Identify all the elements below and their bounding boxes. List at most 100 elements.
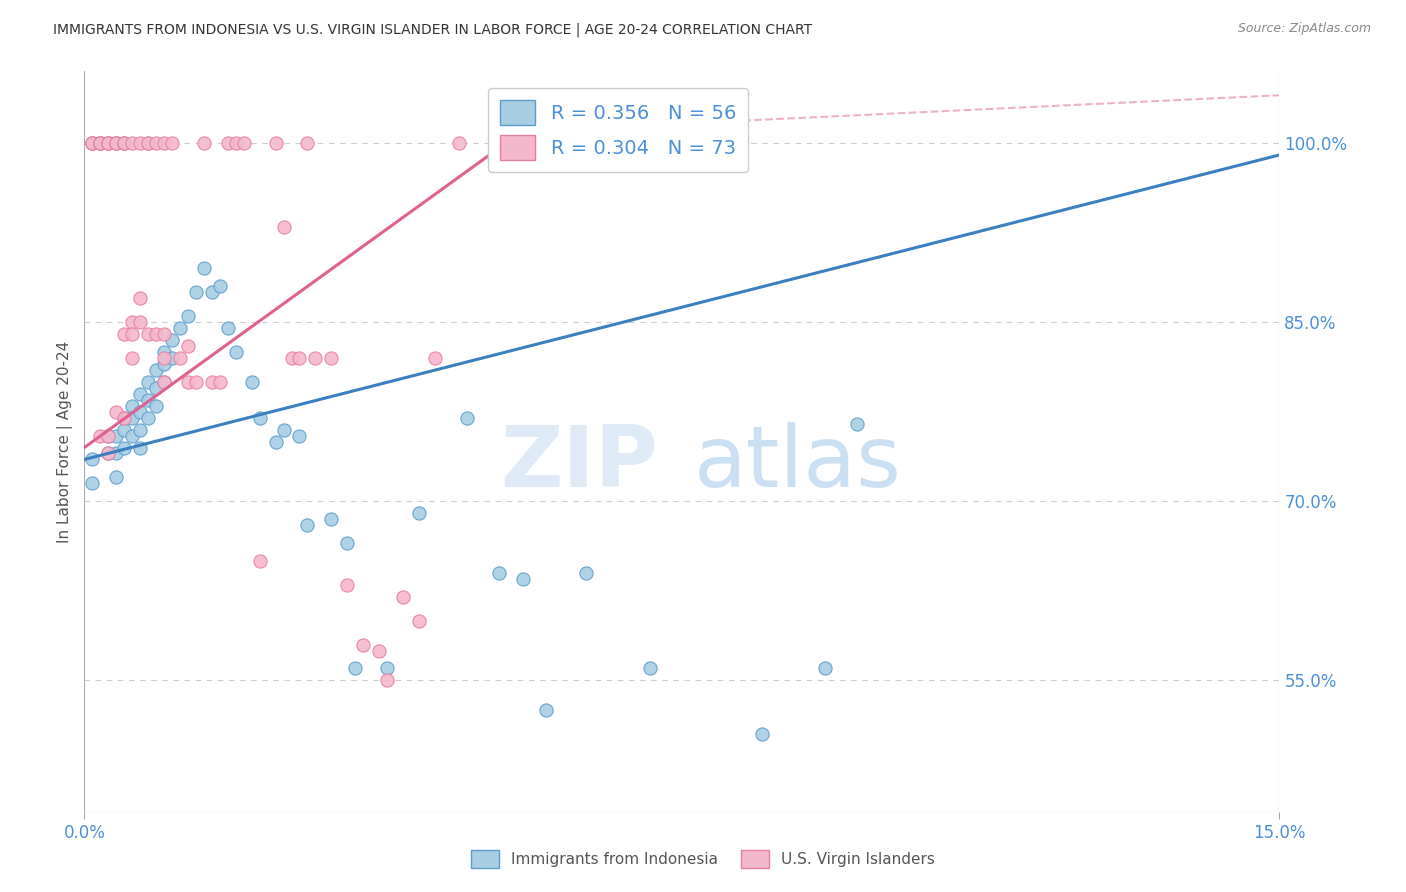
- Point: [217, 136, 239, 150]
- Point: [105, 405, 128, 419]
- Point: [336, 578, 359, 592]
- Point: [121, 327, 143, 342]
- Point: [264, 136, 287, 150]
- Point: [288, 351, 311, 365]
- Point: [82, 136, 104, 150]
- Point: [814, 661, 837, 675]
- Text: Source: ZipAtlas.com: Source: ZipAtlas.com: [1237, 22, 1371, 36]
- Point: [423, 351, 446, 365]
- Point: [160, 136, 183, 150]
- Point: [112, 136, 135, 150]
- Point: [631, 136, 654, 150]
- Point: [153, 136, 176, 150]
- Point: [136, 392, 159, 407]
- Point: [105, 136, 128, 150]
- Point: [105, 136, 128, 150]
- Point: [543, 136, 565, 150]
- Point: [336, 536, 359, 550]
- Point: [112, 136, 135, 150]
- Point: [375, 673, 398, 688]
- Point: [169, 321, 191, 335]
- Point: [264, 434, 287, 449]
- Text: ZIP: ZIP: [501, 422, 658, 505]
- Point: [153, 345, 176, 359]
- Point: [193, 261, 215, 276]
- Point: [97, 446, 120, 460]
- Point: [297, 136, 319, 150]
- Point: [184, 285, 207, 300]
- Point: [297, 518, 319, 533]
- Point: [575, 566, 598, 580]
- Point: [105, 428, 128, 442]
- Point: [193, 136, 215, 150]
- Point: [121, 428, 143, 442]
- Point: [145, 381, 167, 395]
- Point: [82, 136, 104, 150]
- Point: [136, 136, 159, 150]
- Point: [169, 351, 191, 365]
- Point: [136, 375, 159, 389]
- Point: [321, 351, 343, 365]
- Point: [153, 351, 176, 365]
- Point: [273, 423, 295, 437]
- Point: [249, 554, 271, 568]
- Point: [321, 512, 343, 526]
- Point: [408, 614, 430, 628]
- Point: [105, 446, 128, 460]
- Point: [217, 321, 239, 335]
- Point: [153, 375, 176, 389]
- Point: [136, 136, 159, 150]
- Point: [273, 219, 295, 234]
- Point: [344, 661, 367, 675]
- Point: [89, 136, 111, 150]
- Point: [89, 136, 111, 150]
- Point: [208, 279, 231, 293]
- Point: [112, 410, 135, 425]
- Legend: R = 0.356   N = 56, R = 0.304   N = 73: R = 0.356 N = 56, R = 0.304 N = 73: [488, 88, 748, 171]
- Point: [225, 136, 247, 150]
- Point: [352, 638, 374, 652]
- Point: [121, 410, 143, 425]
- Point: [638, 661, 661, 675]
- Point: [177, 309, 200, 323]
- Point: [153, 327, 176, 342]
- Point: [208, 375, 231, 389]
- Point: [129, 423, 152, 437]
- Point: [129, 405, 152, 419]
- Point: [488, 136, 510, 150]
- Point: [97, 136, 120, 150]
- Point: [105, 136, 128, 150]
- Point: [201, 375, 224, 389]
- Point: [408, 506, 430, 520]
- Point: [375, 661, 398, 675]
- Point: [112, 441, 135, 455]
- Point: [112, 136, 135, 150]
- Point: [201, 285, 224, 300]
- Point: [136, 327, 159, 342]
- Point: [591, 136, 613, 150]
- Point: [240, 375, 263, 389]
- Point: [82, 452, 104, 467]
- Point: [136, 410, 159, 425]
- Point: [846, 417, 869, 431]
- Point: [232, 136, 254, 150]
- Point: [129, 315, 152, 329]
- Y-axis label: In Labor Force | Age 20-24: In Labor Force | Age 20-24: [58, 341, 73, 542]
- Point: [280, 351, 302, 365]
- Point: [97, 136, 120, 150]
- Point: [121, 136, 143, 150]
- Point: [112, 327, 135, 342]
- Point: [105, 470, 128, 484]
- Point: [97, 428, 120, 442]
- Text: IMMIGRANTS FROM INDONESIA VS U.S. VIRGIN ISLANDER IN LABOR FORCE | AGE 20-24 COR: IMMIGRANTS FROM INDONESIA VS U.S. VIRGIN…: [53, 22, 813, 37]
- Point: [177, 375, 200, 389]
- Point: [249, 410, 271, 425]
- Point: [97, 136, 120, 150]
- Point: [153, 375, 176, 389]
- Point: [97, 428, 120, 442]
- Point: [662, 136, 685, 150]
- Point: [145, 363, 167, 377]
- Point: [89, 428, 111, 442]
- Point: [536, 703, 558, 717]
- Point: [447, 136, 470, 150]
